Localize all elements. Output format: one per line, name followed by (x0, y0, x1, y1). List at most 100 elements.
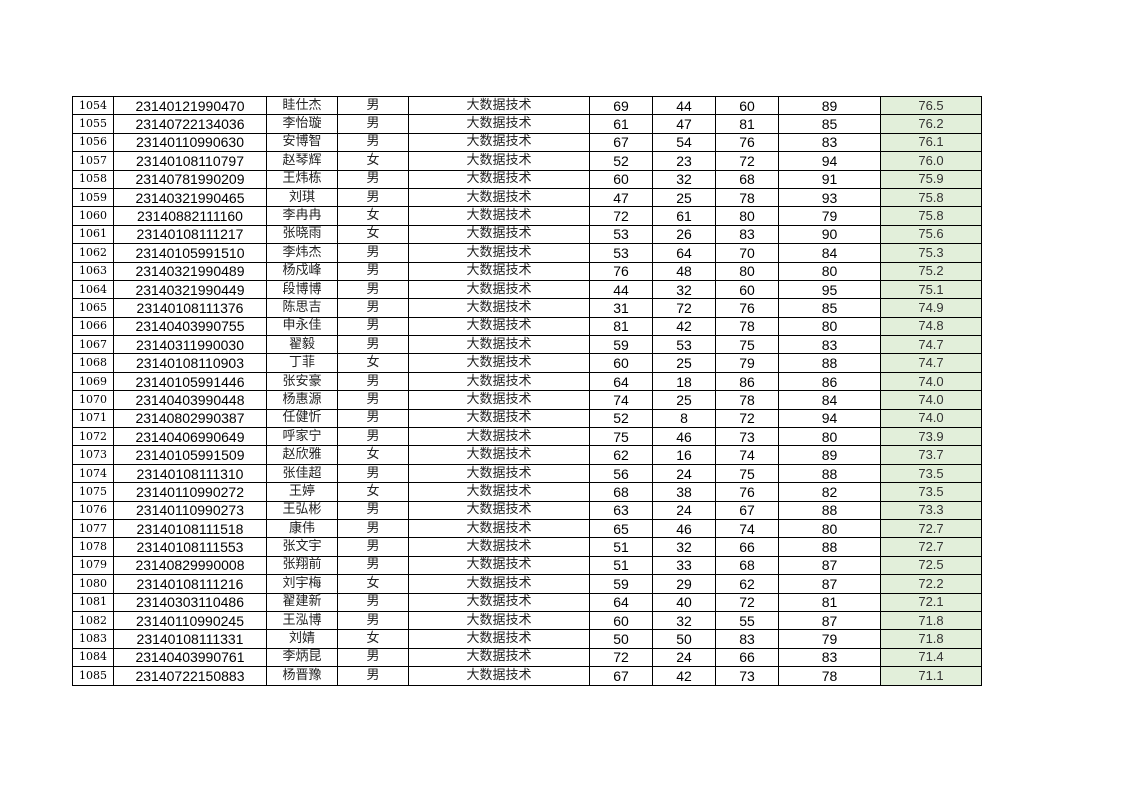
row-number-cell: 1083 (72, 629, 114, 649)
gender-cell: 女 (337, 151, 409, 171)
student-name-cell: 康伟 (266, 518, 338, 539)
score-3-cell: 73 (715, 427, 779, 447)
student-name-cell: 李冉冉 (266, 206, 338, 226)
gender-cell: 男 (337, 95, 409, 116)
student-id-cell: 23140108111217 (113, 224, 267, 245)
row-number-cell: 1056 (72, 132, 114, 153)
table-row: 1074 23140108111310 张佳超男大数据技术 56 24 75 88 73.5 (72, 463, 982, 484)
student-id-cell: 23140121990470 (113, 95, 267, 116)
gender-cell: 男 (337, 647, 409, 668)
student-name-cell: 任健忻 (266, 408, 338, 429)
score-1-cell: 51 (589, 537, 653, 557)
score-1-cell: 68 (589, 482, 653, 502)
score-1-cell: 67 (589, 132, 653, 153)
gender-cell: 男 (337, 261, 409, 281)
table-row: 1056 23140110990630 安博智男大数据技术 67 54 76 83 76.1 (72, 132, 982, 153)
score-3-cell: 76 (715, 482, 779, 502)
score-4-cell: 78 (778, 666, 881, 686)
table-row: 1080 23140108111216 刘宇梅女大数据技术 59 29 62 87 72.2 (72, 574, 982, 594)
student-id-cell: 23140303110486 (113, 592, 267, 612)
student-name-cell: 安博智 (266, 132, 338, 153)
score-1-cell: 60 (589, 169, 653, 189)
score-3-cell: 62 (715, 574, 779, 594)
table-row: 1071 23140802990387 任健忻男大数据技术 52 8 72 94 74.0 (72, 408, 982, 429)
score-3-cell: 73 (715, 666, 779, 686)
major-cell: 大数据技术 (408, 574, 590, 594)
score-1-cell: 47 (589, 187, 653, 208)
student-id-cell: 23140108111216 (113, 574, 267, 594)
major-cell: 大数据技术 (408, 316, 590, 337)
major-cell: 大数据技术 (408, 114, 590, 134)
gender-cell: 男 (337, 243, 409, 263)
score-2-cell: 61 (652, 206, 716, 226)
table-body: 1054 23140121990470 眭仕杰男大数据技术 69 44 60 89 76.5 1… (72, 95, 982, 686)
score-4-cell: 79 (778, 629, 881, 649)
score-2-cell: 50 (652, 629, 716, 649)
row-number-cell: 1075 (72, 482, 114, 502)
total-score-cell: 71.8 (880, 610, 982, 631)
score-2-cell: 8 (652, 408, 716, 429)
score-2-cell: 46 (652, 518, 716, 539)
score-4-cell: 94 (778, 151, 881, 171)
student-name-cell: 李怡璇 (266, 114, 338, 134)
total-score-cell: 73.9 (880, 427, 982, 447)
gender-cell: 女 (337, 445, 409, 465)
score-2-cell: 46 (652, 427, 716, 447)
total-score-cell: 74.0 (880, 390, 982, 410)
score-4-cell: 85 (778, 114, 881, 134)
score-3-cell: 55 (715, 610, 779, 631)
gender-cell: 男 (337, 279, 409, 300)
total-score-cell: 75.3 (880, 243, 982, 263)
score-3-cell: 86 (715, 371, 779, 392)
major-cell: 大数据技术 (408, 629, 590, 649)
table-row: 1055 23140722134036 李怡璇男大数据技术 61 47 81 85 76.2 (72, 114, 982, 134)
row-number-cell: 1077 (72, 518, 114, 539)
table-row: 1078 23140108111553 张文宇男大数据技术 51 32 66 88 72.7 (72, 537, 982, 557)
score-4-cell: 79 (778, 206, 881, 226)
row-number-cell: 1065 (72, 298, 114, 318)
major-cell: 大数据技术 (408, 390, 590, 410)
major-cell: 大数据技术 (408, 371, 590, 392)
score-4-cell: 91 (778, 169, 881, 189)
score-1-cell: 69 (589, 95, 653, 116)
student-id-cell: 23140321990465 (113, 187, 267, 208)
student-id-cell: 23140110990245 (113, 610, 267, 631)
total-score-cell: 72.2 (880, 574, 982, 594)
score-1-cell: 56 (589, 463, 653, 484)
score-2-cell: 24 (652, 463, 716, 484)
student-name-cell: 刘宇梅 (266, 574, 338, 594)
gender-cell: 男 (337, 610, 409, 631)
table-row: 1054 23140121990470 眭仕杰男大数据技术 69 44 60 89 76.5 (72, 95, 982, 116)
score-3-cell: 78 (715, 390, 779, 410)
student-id-cell: 23140722150883 (113, 666, 267, 686)
score-3-cell: 75 (715, 463, 779, 484)
student-id-cell: 23140110990630 (113, 132, 267, 153)
score-1-cell: 59 (589, 574, 653, 594)
gender-cell: 男 (337, 518, 409, 539)
total-score-cell: 73.7 (880, 445, 982, 465)
score-2-cell: 25 (652, 353, 716, 373)
row-number-cell: 1066 (72, 316, 114, 337)
gender-cell: 女 (337, 353, 409, 373)
score-2-cell: 42 (652, 666, 716, 686)
score-1-cell: 62 (589, 445, 653, 465)
score-4-cell: 80 (778, 261, 881, 281)
score-3-cell: 83 (715, 224, 779, 245)
gender-cell: 男 (337, 390, 409, 410)
score-2-cell: 32 (652, 279, 716, 300)
student-name-cell: 刘婧 (266, 629, 338, 649)
major-cell: 大数据技术 (408, 555, 590, 576)
score-4-cell: 88 (778, 537, 881, 557)
student-name-cell: 眭仕杰 (266, 95, 338, 116)
score-2-cell: 25 (652, 187, 716, 208)
gender-cell: 男 (337, 371, 409, 392)
student-id-cell: 23140108111518 (113, 518, 267, 539)
major-cell: 大数据技术 (408, 169, 590, 189)
major-cell: 大数据技术 (408, 463, 590, 484)
major-cell: 大数据技术 (408, 666, 590, 686)
table-row: 1085 23140722150883 杨晋豫男大数据技术 67 42 73 78 71.1 (72, 666, 982, 686)
score-1-cell: 44 (589, 279, 653, 300)
score-4-cell: 86 (778, 371, 881, 392)
score-4-cell: 94 (778, 408, 881, 429)
score-3-cell: 74 (715, 518, 779, 539)
